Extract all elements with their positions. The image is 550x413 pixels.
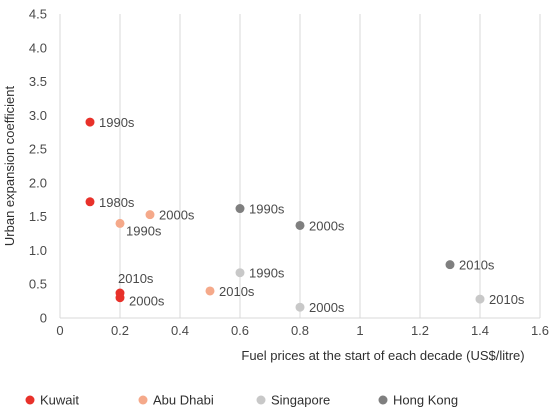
data-point bbox=[475, 294, 485, 304]
y-tick-label: 2.0 bbox=[29, 175, 47, 190]
data-point-label: 2000s bbox=[309, 300, 345, 315]
data-point-label: 2010s bbox=[489, 292, 525, 307]
x-tick-label: 0.4 bbox=[171, 323, 189, 338]
data-point bbox=[85, 197, 95, 207]
data-point-label: 2010s bbox=[459, 258, 495, 273]
y-tick-label: 0 bbox=[40, 311, 47, 326]
legend-swatch bbox=[25, 395, 35, 405]
data-points: 1990s1980s2010s2000s2000s1990s2010s1990s… bbox=[85, 115, 525, 315]
data-point bbox=[85, 117, 95, 127]
data-point-label: 2000s bbox=[309, 218, 345, 233]
gridlines bbox=[59, 14, 541, 319]
legend-swatch bbox=[138, 395, 148, 405]
y-tick-label: 4.0 bbox=[29, 40, 47, 55]
y-tick-label: 3.5 bbox=[29, 74, 47, 89]
x-tick-label: 1 bbox=[356, 323, 363, 338]
legend-label: Singapore bbox=[271, 393, 330, 408]
data-point bbox=[205, 286, 215, 296]
legend-label: Kuwait bbox=[40, 393, 79, 408]
data-point-label: 1990s bbox=[99, 115, 135, 130]
legend-label: Abu Dhabi bbox=[153, 393, 214, 408]
x-tick-label: 1.2 bbox=[411, 323, 429, 338]
data-point-label: 2000s bbox=[159, 208, 195, 223]
x-tick-label: 0.8 bbox=[291, 323, 309, 338]
x-tick-label: 1.4 bbox=[471, 323, 489, 338]
x-axis-title: Fuel prices at the start of each decade … bbox=[241, 348, 524, 363]
data-point-label: 2010s bbox=[219, 284, 255, 299]
legend-swatch bbox=[256, 395, 266, 405]
x-tick-label: 0.2 bbox=[111, 323, 129, 338]
y-tick-label: 1.0 bbox=[29, 243, 47, 258]
y-tick-labels: 0 0.5 1.0 1.5 2.0 2.5 3.0 3.5 4.0 4.5 bbox=[29, 7, 47, 326]
data-point bbox=[235, 268, 245, 278]
y-axis-title: Urban expansion coefficient bbox=[2, 86, 17, 247]
data-point bbox=[295, 220, 305, 230]
data-point-label: 2000s bbox=[129, 294, 165, 309]
y-tick-label: 3.0 bbox=[29, 108, 47, 123]
y-tick-label: 1.5 bbox=[29, 209, 47, 224]
x-tick-labels: 0 0.2 0.4 0.6 0.8 1 1.2 1.4 1.6 bbox=[56, 323, 549, 338]
data-point-label: 1990s bbox=[249, 266, 285, 281]
x-tick-label: 0 bbox=[56, 323, 63, 338]
y-tick-label: 2.5 bbox=[29, 142, 47, 157]
legend-label: Hong Kong bbox=[393, 393, 458, 408]
data-point-label: 1990s bbox=[126, 223, 162, 238]
data-point bbox=[145, 210, 155, 220]
data-point bbox=[445, 260, 455, 270]
data-point-label: 1990s bbox=[249, 202, 285, 217]
y-tick-label: 0.5 bbox=[29, 277, 47, 292]
x-tick-label: 0.6 bbox=[231, 323, 249, 338]
data-point bbox=[295, 302, 305, 312]
legend: Kuwait Abu Dhabi Singapore Hong Kong bbox=[25, 393, 458, 408]
legend-swatch bbox=[378, 395, 388, 405]
y-tick-label: 4.5 bbox=[29, 7, 47, 22]
data-point-label: 2010s bbox=[118, 271, 154, 286]
x-tick-label: 1.6 bbox=[531, 323, 549, 338]
data-point bbox=[115, 218, 125, 228]
data-point bbox=[235, 204, 245, 214]
data-point bbox=[115, 293, 125, 303]
data-point-label: 1980s bbox=[99, 195, 135, 210]
